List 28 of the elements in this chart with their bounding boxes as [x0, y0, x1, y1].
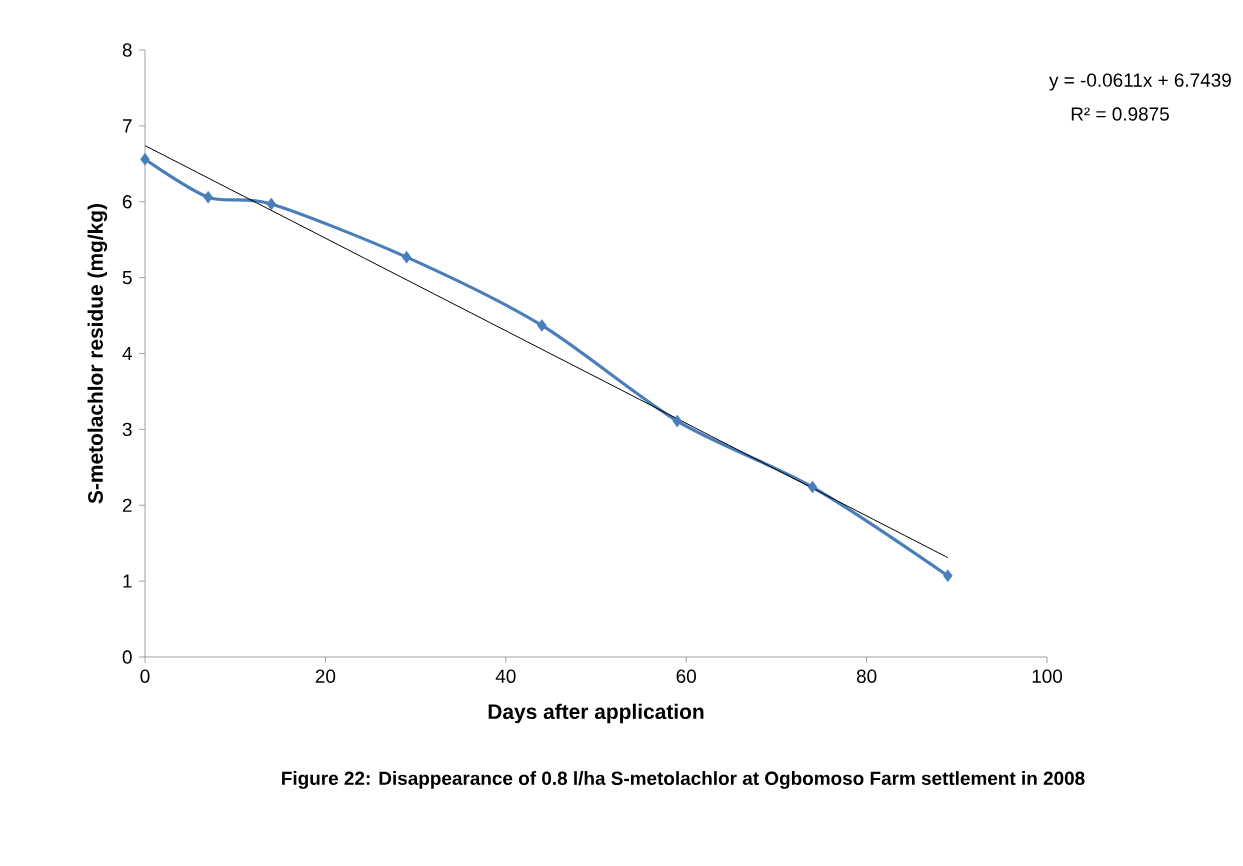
x-tick-label: 60 — [676, 669, 696, 683]
y-tick-label: 5 — [122, 271, 132, 285]
x-tick-label: 40 — [495, 669, 516, 683]
y-tick-label: 8 — [122, 43, 132, 57]
y-axis-title: S-metolachlor residue (mg/kg) — [87, 204, 108, 504]
point — [401, 250, 412, 264]
x-tick-label: 80 — [856, 669, 877, 683]
x-axis-title: Days after application — [488, 703, 704, 724]
y-tick-label: 0 — [122, 650, 132, 664]
x-tick-label: 20 — [315, 669, 336, 683]
y-tick-label: 7 — [122, 119, 132, 133]
point — [807, 480, 818, 494]
caption: Figure 22: Disappearance of 0.8 l/ha S-metolachlor at Ogbomoso Farm settlement in 2008 — [282, 771, 1085, 789]
x-tick-label: 100 — [1032, 669, 1063, 683]
y-tick-label: 1 — [123, 574, 132, 588]
text: R² = 0.9875 — [1071, 107, 1169, 121]
point — [943, 569, 953, 583]
point — [203, 190, 213, 204]
y-tick-label: 6 — [122, 195, 132, 209]
point — [537, 319, 547, 332]
point — [140, 153, 150, 166]
point — [672, 414, 682, 428]
y-tick-label: 4 — [122, 346, 132, 360]
text: y = -0.0611x + 6.7439 — [1049, 73, 1231, 91]
y-tick-label: 3 — [122, 422, 132, 437]
point — [266, 197, 277, 211]
y-tick-label: 2 — [122, 498, 132, 512]
x-tick-label: 0 — [140, 669, 150, 683]
